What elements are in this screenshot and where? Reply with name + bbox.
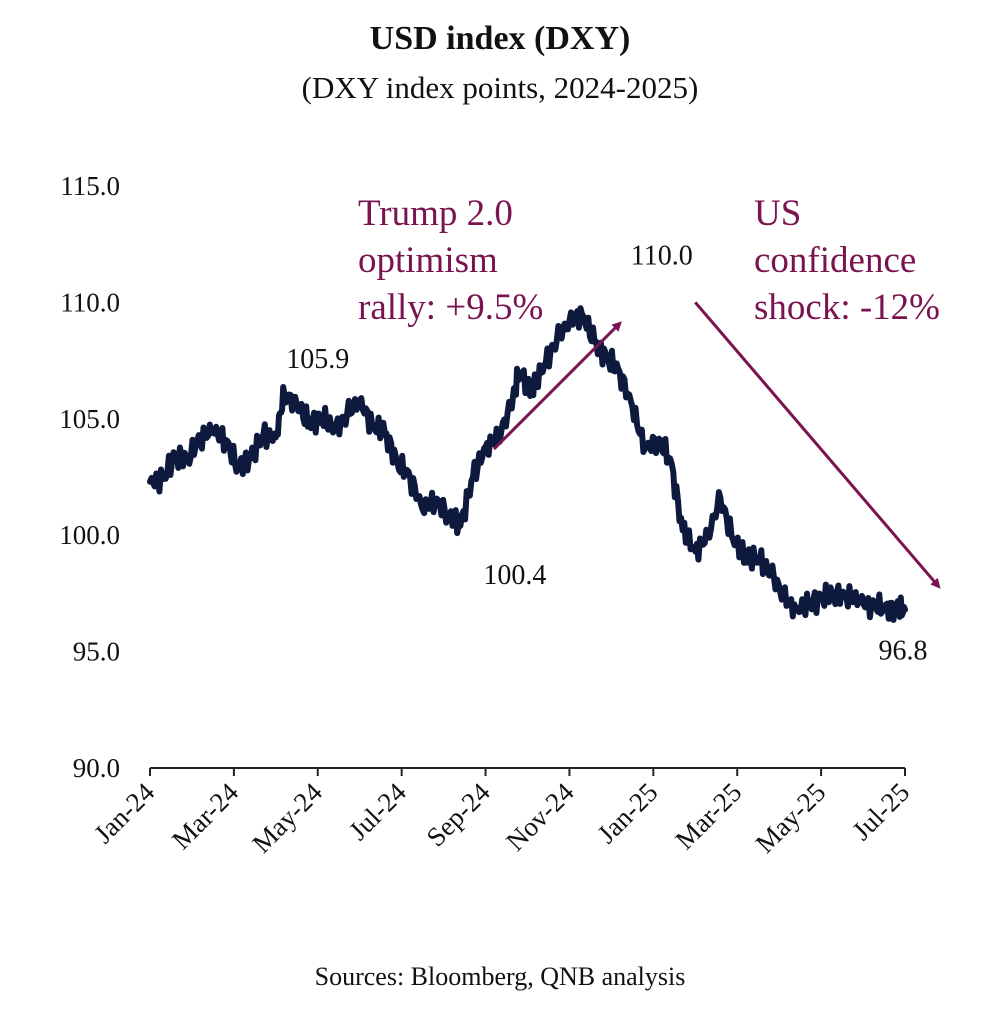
y-tick-label: 90.0: [73, 753, 120, 783]
chart-source: Sources: Bloomberg, QNB analysis: [314, 962, 686, 991]
dxy-series-line: [147, 305, 908, 623]
annotation-text: optimism: [358, 240, 498, 281]
y-tick-label: 105.0: [59, 404, 120, 434]
chart-title: USD index (DXY): [369, 20, 631, 57]
annotation-text: shock: -12%: [754, 287, 940, 328]
x-tick-label: May-24: [246, 777, 328, 859]
y-tick-label: 110.0: [60, 287, 120, 317]
y-tick-label: 95.0: [73, 637, 120, 667]
x-tick-label: Mar-24: [166, 777, 244, 855]
x-tick-label: May-25: [750, 777, 832, 859]
x-tick-label: Mar-25: [669, 777, 747, 855]
annotation-arrow: [694, 301, 941, 589]
data-value-label: 105.9: [286, 344, 349, 375]
annotation-text: rally: +9.5%: [358, 287, 543, 328]
x-tick-label: Jan-25: [591, 777, 663, 849]
y-tick-label: 115.0: [60, 171, 120, 201]
data-value-label: 110.0: [631, 240, 693, 271]
annotation-arrow: [492, 321, 622, 451]
annotation-text: US: [754, 193, 801, 234]
y-tick-label: 100.0: [59, 520, 120, 550]
x-tick-label: Jul-25: [846, 777, 915, 846]
x-tick-label: Jul-24: [343, 777, 412, 846]
data-value-label: 96.8: [879, 636, 928, 667]
annotation-text: Trump 2.0: [358, 193, 513, 234]
annotation-text: confidence: [754, 240, 916, 281]
x-tick-label: Sep-24: [420, 777, 496, 853]
x-tick-label: Nov-24: [500, 777, 580, 857]
x-tick-label: Jan-24: [88, 777, 160, 849]
chart-subtitle: (DXY index points, 2024-2025): [301, 70, 699, 105]
data-value-label: 100.4: [483, 560, 546, 591]
